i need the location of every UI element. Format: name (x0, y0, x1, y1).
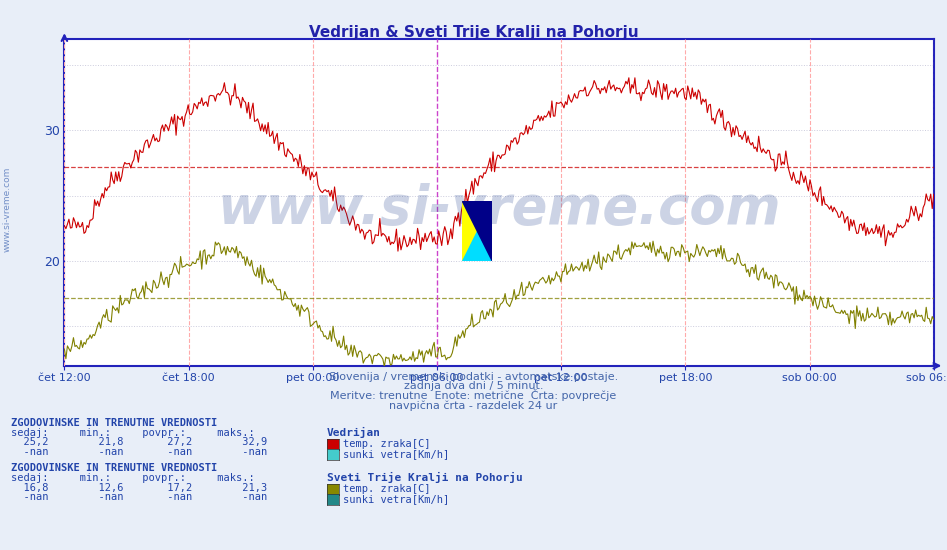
Text: temp. zraka[C]: temp. zraka[C] (343, 483, 430, 494)
Text: Vedrijan & Sveti Trije Kralji na Pohorju: Vedrijan & Sveti Trije Kralji na Pohorju (309, 25, 638, 40)
Text: sunki vetra[Km/h]: sunki vetra[Km/h] (343, 449, 449, 459)
Text: zadnja dva dni / 5 minut.: zadnja dva dni / 5 minut. (403, 381, 544, 392)
Text: sedaj:     min.:     povpr.:     maks.:: sedaj: min.: povpr.: maks.: (11, 428, 255, 438)
Text: Sveti Trije Kralji na Pohorju: Sveti Trije Kralji na Pohorju (327, 472, 523, 483)
Polygon shape (462, 201, 492, 261)
Text: navpična črta - razdelek 24 ur: navpična črta - razdelek 24 ur (389, 401, 558, 411)
Text: www.si-vreme.com: www.si-vreme.com (3, 166, 12, 252)
Text: -nan        -nan       -nan        -nan: -nan -nan -nan -nan (11, 492, 268, 502)
Text: Slovenija / vremenski podatki - avtomatske postaje.: Slovenija / vremenski podatki - avtomats… (329, 371, 618, 382)
Text: sedaj:     min.:     povpr.:     maks.:: sedaj: min.: povpr.: maks.: (11, 473, 255, 483)
Text: sunki vetra[Km/h]: sunki vetra[Km/h] (343, 494, 449, 504)
Polygon shape (462, 201, 492, 261)
Text: www.si-vreme.com: www.si-vreme.com (217, 183, 781, 235)
Text: 25,2        21,8       27,2        32,9: 25,2 21,8 27,2 32,9 (11, 437, 268, 448)
Text: Meritve: trenutne  Enote: metrične  Črta: povprečje: Meritve: trenutne Enote: metrične Črta: … (331, 389, 616, 402)
Text: -nan        -nan       -nan        -nan: -nan -nan -nan -nan (11, 447, 268, 457)
Text: ZGODOVINSKE IN TRENUTNE VREDNOSTI: ZGODOVINSKE IN TRENUTNE VREDNOSTI (11, 463, 218, 474)
Polygon shape (462, 201, 492, 261)
Text: temp. zraka[C]: temp. zraka[C] (343, 438, 430, 449)
Text: Vedrijan: Vedrijan (327, 427, 381, 438)
Text: ZGODOVINSKE IN TRENUTNE VREDNOSTI: ZGODOVINSKE IN TRENUTNE VREDNOSTI (11, 418, 218, 428)
Text: 16,8        12,6       17,2        21,3: 16,8 12,6 17,2 21,3 (11, 482, 268, 493)
